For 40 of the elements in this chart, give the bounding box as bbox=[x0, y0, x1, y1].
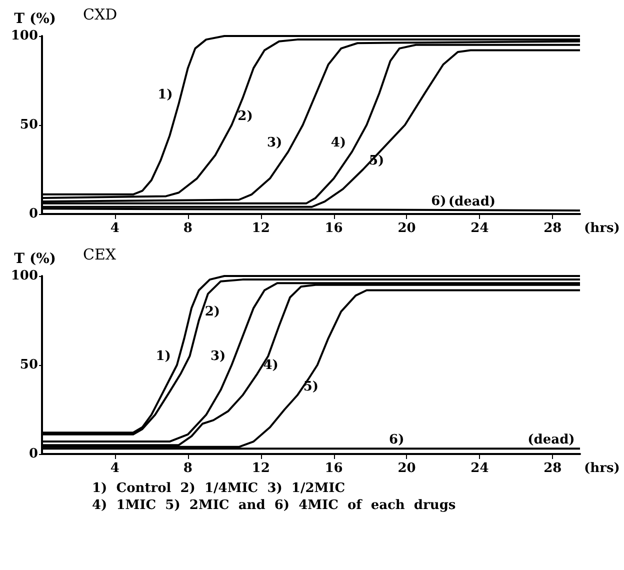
x-tick-label: 16 bbox=[324, 461, 343, 476]
text: 4) 1MIC 5) 2MIC and 6) 4MIC of each drugs bbox=[92, 498, 456, 513]
annotation: 4) bbox=[263, 358, 278, 373]
y-tick-label: 50 bbox=[20, 118, 38, 132]
x-tick-label: 28 bbox=[544, 461, 562, 476]
x-axis-title: (hrs) bbox=[584, 221, 620, 236]
x-tick-label: 28 bbox=[544, 221, 562, 236]
y-tick-label: 0 bbox=[28, 206, 38, 222]
y-axis-title: T (%) bbox=[14, 251, 56, 267]
annotation: 2) bbox=[238, 109, 253, 124]
annotation: 6) bbox=[389, 432, 404, 448]
x-tick-label: 4 bbox=[110, 221, 120, 236]
annotation: 1) bbox=[156, 349, 171, 364]
annotation: 2) bbox=[204, 304, 220, 320]
x-tick-label: 12 bbox=[252, 221, 270, 236]
x-tick-label: 24 bbox=[470, 221, 489, 236]
x-tick-label: 4 bbox=[110, 461, 120, 476]
annotation: 6) bbox=[431, 194, 446, 210]
y-axis-title: T (%) bbox=[14, 11, 56, 27]
annotation: (dead) bbox=[528, 432, 575, 448]
x-tick-label: 20 bbox=[398, 221, 416, 236]
x-tick-label: 16 bbox=[324, 221, 343, 236]
y-tick-label: 0 bbox=[28, 446, 38, 462]
annotation: 1) bbox=[158, 88, 173, 103]
x-tick-label: 20 bbox=[398, 461, 416, 476]
y-tick-label: 100 bbox=[10, 28, 38, 44]
annotation: 3) bbox=[210, 349, 226, 364]
x-tick-label: 12 bbox=[252, 461, 270, 476]
text: 1) Control 2) 1/4MIC 3) 1/2MIC bbox=[92, 481, 346, 496]
x-axis-title: (hrs) bbox=[584, 461, 620, 476]
y-tick-label: 100 bbox=[10, 268, 38, 284]
annotation: 3) bbox=[267, 136, 282, 151]
annotation: 4) bbox=[330, 136, 346, 151]
chart-title: CEX bbox=[83, 246, 116, 264]
x-tick-label: 24 bbox=[470, 461, 489, 476]
chart-title: CXD bbox=[83, 6, 118, 24]
y-tick-label: 50 bbox=[20, 358, 38, 372]
annotation: (dead) bbox=[448, 194, 496, 210]
x-tick-label: 8 bbox=[183, 221, 192, 236]
x-tick-label: 8 bbox=[183, 461, 192, 476]
